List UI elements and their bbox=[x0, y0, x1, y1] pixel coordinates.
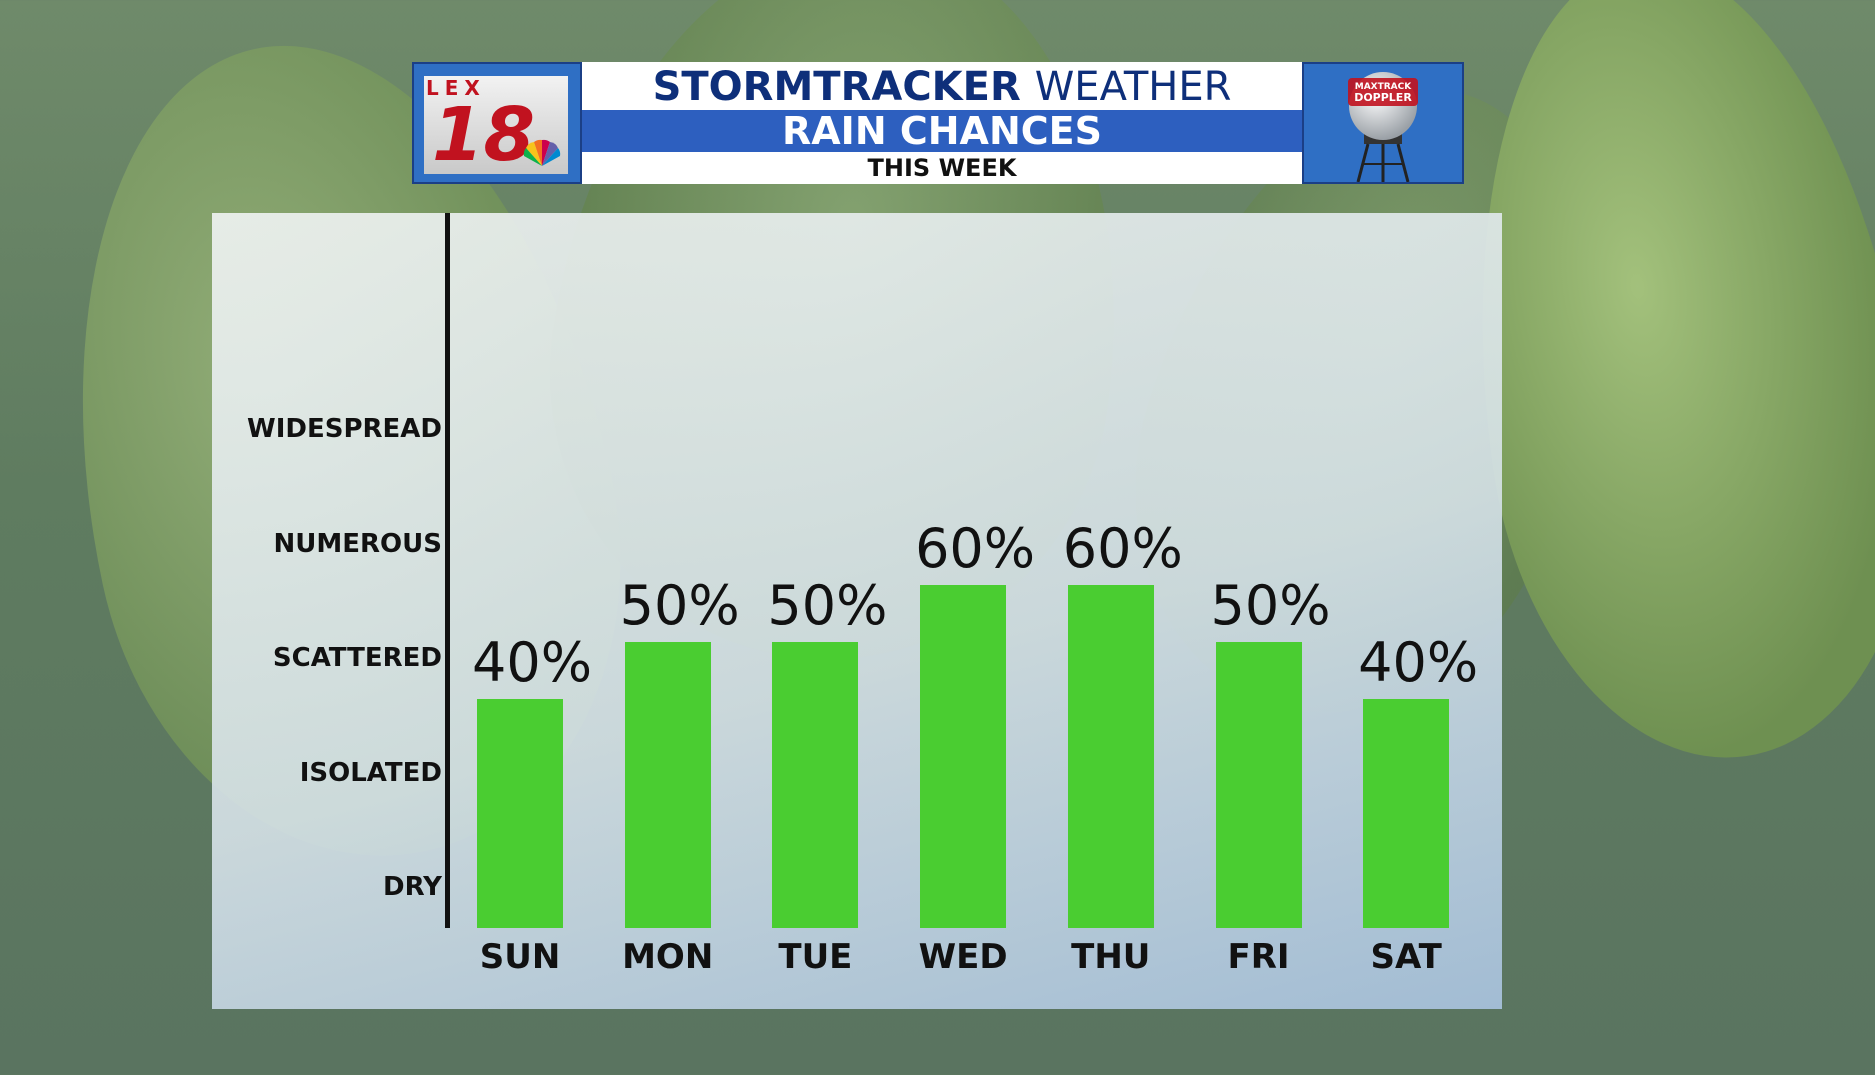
y-tick-label: DRY bbox=[382, 872, 442, 902]
title-bold: STORMTRACKER bbox=[652, 64, 1021, 110]
y-tick-label: SCATTERED bbox=[272, 643, 442, 674]
x-tick-label: THU bbox=[1071, 937, 1151, 977]
title-thin: WEATHER bbox=[1034, 64, 1232, 110]
doppler-text-2: DOPPLER bbox=[1354, 91, 1412, 104]
y-tick-label: WIDESPREAD bbox=[247, 414, 442, 445]
bar bbox=[624, 642, 711, 928]
x-tick-label: SUN bbox=[479, 937, 561, 977]
bar bbox=[1215, 642, 1302, 928]
bar bbox=[477, 699, 563, 928]
title-area: STORMTRACKER WEATHER RAIN CHANCES THIS W… bbox=[582, 62, 1302, 184]
x-tick-label: WED bbox=[918, 937, 1008, 977]
data-label: 50% bbox=[619, 574, 740, 637]
doppler-logo: MAXTRACK DOPPLER bbox=[1302, 62, 1464, 184]
radar-tower-icon: MAXTRACK DOPPLER bbox=[1348, 72, 1418, 182]
data-label: 40% bbox=[471, 631, 593, 695]
data-label: 40% bbox=[1358, 631, 1479, 695]
x-tick-label: TUE bbox=[778, 937, 853, 977]
bar bbox=[1067, 584, 1154, 928]
logo-letters: LEX bbox=[426, 76, 486, 100]
doppler-text-1: MAXTRACK bbox=[1355, 82, 1413, 92]
y-axis-line bbox=[445, 213, 450, 928]
station-logo: LEX 18 bbox=[412, 62, 582, 184]
chart-subtitle: RAIN CHANCES bbox=[782, 109, 1102, 153]
period-label: THIS WEEK bbox=[867, 154, 1017, 182]
data-label: 60% bbox=[1062, 516, 1183, 580]
x-tick-label: MON bbox=[622, 937, 714, 977]
data-label: 60% bbox=[915, 516, 1036, 580]
data-label: 50% bbox=[767, 574, 888, 637]
x-tick-label: FRI bbox=[1227, 937, 1290, 977]
bar bbox=[772, 642, 859, 928]
y-tick-label: ISOLATED bbox=[299, 757, 442, 788]
header-banner: LEX 18 STORMTRACKER WEATHER RAIN CHANCES… bbox=[412, 62, 1464, 184]
logo-number: 18 bbox=[432, 92, 535, 178]
peacock-icon bbox=[523, 139, 561, 166]
y-tick-label: NUMEROUS bbox=[273, 528, 442, 559]
data-label: 50% bbox=[1210, 574, 1331, 637]
header-title: STORMTRACKER WEATHER bbox=[582, 64, 1302, 110]
x-tick-label: SAT bbox=[1370, 937, 1442, 977]
bar bbox=[920, 584, 1007, 928]
bar bbox=[1363, 699, 1450, 928]
